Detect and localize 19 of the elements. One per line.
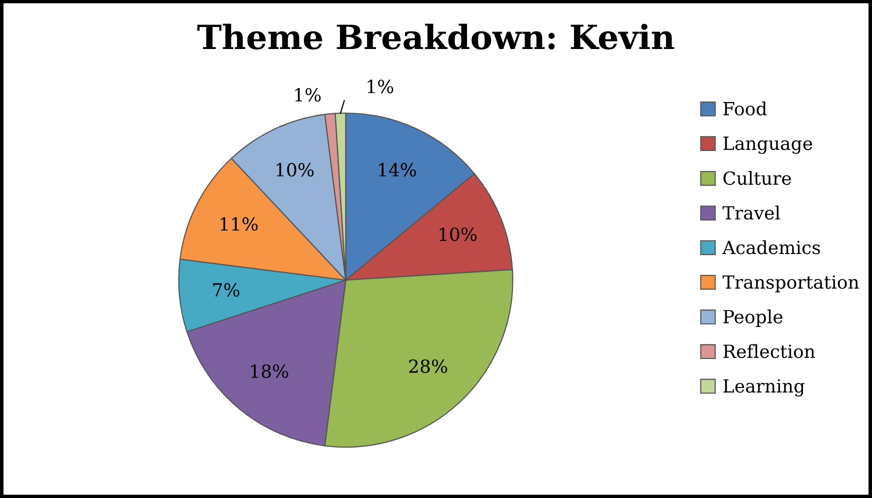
legend-label: Transportation	[722, 275, 859, 292]
legend-label: Learning	[723, 379, 805, 397]
legend-label: Language	[723, 136, 812, 154]
data-label: 1%	[368, 80, 394, 94]
legend-label: Academics	[722, 240, 820, 254]
data-label: 10%	[440, 227, 477, 242]
data-label: 10%	[276, 162, 314, 177]
legend-label: Reflection	[723, 344, 815, 358]
data-label: 28%	[409, 359, 448, 374]
legend-label: People	[723, 310, 782, 327]
data-label: 1%	[295, 88, 321, 102]
data-label: 7%	[213, 283, 240, 297]
chart-title: Theme Breakdown: Kevin	[197, 24, 674, 50]
legend-label: Food	[723, 101, 767, 116]
legend-label: Culture	[723, 171, 791, 185]
data-label: 11%	[220, 217, 258, 231]
data-label: 14%	[379, 162, 416, 177]
data-label: 18%	[251, 364, 288, 378]
legend-label: Travel	[722, 206, 780, 220]
